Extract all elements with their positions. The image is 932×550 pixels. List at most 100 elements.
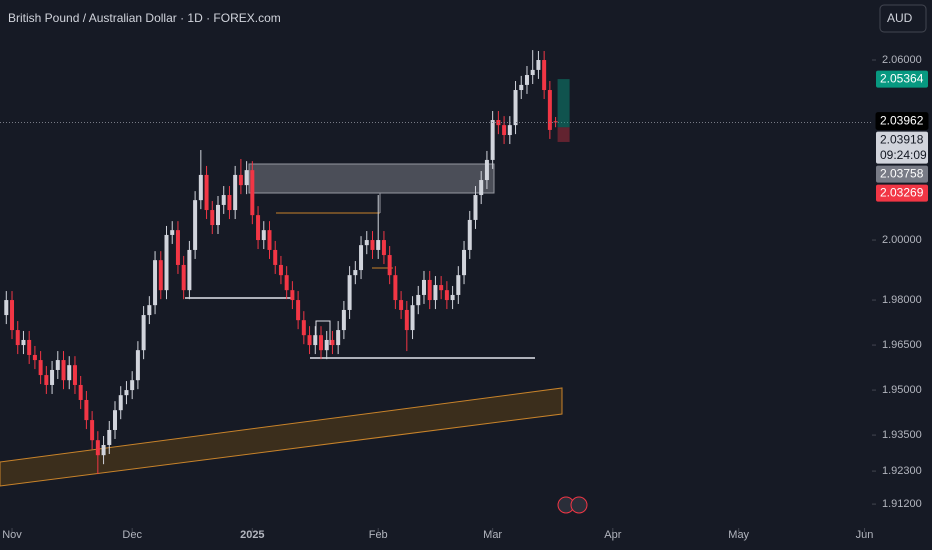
candle-body <box>10 300 15 331</box>
price-label-box <box>876 70 928 88</box>
currency-label[interactable]: AUD <box>887 11 913 25</box>
candle-body <box>336 330 341 346</box>
candle-body <box>284 275 289 291</box>
candle-body <box>84 399 89 421</box>
channel <box>0 387 563 487</box>
candle-body <box>547 90 552 130</box>
candle-body <box>364 240 369 246</box>
candle-body <box>347 275 352 310</box>
candle-body <box>530 69 535 76</box>
x-tick-label: Jun <box>856 529 874 541</box>
candle-body <box>44 375 49 385</box>
candle-body <box>175 230 180 265</box>
price-label-box <box>876 131 928 164</box>
x-tick-label: Mar <box>483 529 502 541</box>
candle-body <box>450 294 455 301</box>
candle-body <box>50 369 55 385</box>
zone-box <box>248 163 495 194</box>
y-tick-label: 2.00000 <box>882 234 922 246</box>
candle-body <box>410 305 415 331</box>
candle-body <box>72 365 77 385</box>
candle-body <box>256 215 261 241</box>
candle-body <box>90 420 95 441</box>
candle-body <box>484 159 489 181</box>
candle-body <box>467 219 472 250</box>
y-tick-label: 1.98000 <box>882 294 922 306</box>
candle-body <box>204 174 209 211</box>
candle-body <box>433 285 438 301</box>
candle-body <box>147 305 152 316</box>
event-icon[interactable] <box>570 496 588 514</box>
candle-body <box>444 290 449 301</box>
candle-body <box>387 255 392 276</box>
candle-body <box>296 300 301 321</box>
candle-body <box>113 410 118 430</box>
target-zone <box>557 79 570 128</box>
candle-body <box>330 339 335 346</box>
price-label-box <box>875 112 929 131</box>
candle-body <box>376 240 381 250</box>
candle-body <box>181 264 186 291</box>
candle-body <box>198 174 203 201</box>
x-tick-label: May <box>728 529 749 541</box>
candle-body <box>313 335 318 346</box>
candle-body <box>193 200 198 250</box>
candle-body <box>507 125 512 136</box>
y-tick-label: 1.96500 <box>882 339 922 351</box>
price-axis <box>872 0 932 550</box>
candle-body <box>524 75 529 85</box>
candle-body <box>124 390 129 396</box>
candle-body <box>61 360 66 381</box>
candle-body <box>227 195 232 211</box>
x-tick-label: 2025 <box>240 529 264 541</box>
candle-body <box>473 195 478 220</box>
candles <box>0 50 872 475</box>
candle-body <box>399 300 404 310</box>
candle-body <box>439 285 444 291</box>
candle-body <box>130 380 135 391</box>
candle-body <box>210 210 215 226</box>
candle-body <box>421 279 426 295</box>
x-tick-label: Apr <box>604 529 621 541</box>
y-tick-label: 1.91200 <box>882 498 922 510</box>
stop-zone <box>557 127 570 142</box>
candle-body <box>158 260 163 291</box>
price-label: 2.05364 <box>880 71 924 85</box>
y-tick-label: 1.92300 <box>882 465 922 477</box>
events[interactable] <box>557 496 588 514</box>
level-line <box>315 320 331 345</box>
candle-body <box>4 300 9 316</box>
candle-body <box>290 290 295 301</box>
x-tick-label: Feb <box>369 529 388 541</box>
candle-body <box>536 60 541 70</box>
candle-body <box>324 339 329 351</box>
price-label: 2.03269 <box>880 185 924 199</box>
candle-body <box>32 354 37 361</box>
candle-body <box>427 279 432 301</box>
candle-body <box>67 365 72 381</box>
price-label: 2.03962 <box>880 113 924 127</box>
candle-body <box>221 195 226 205</box>
candle-body <box>490 120 495 160</box>
price-label: 2.03758 <box>880 166 924 180</box>
candle-body <box>462 249 467 276</box>
candle-body <box>250 170 255 216</box>
candle-body <box>513 90 518 126</box>
countdown: 09:24:09 <box>880 148 927 162</box>
currency-button[interactable] <box>879 4 927 33</box>
y-tick-label: 2.06000 <box>882 54 922 66</box>
candle-body <box>187 249 192 291</box>
candle-body <box>479 180 484 196</box>
candle-body <box>27 339 32 355</box>
price-label: 2.03918 <box>880 132 924 146</box>
x-tick-label: Dec <box>122 529 142 541</box>
candle-body <box>359 245 364 271</box>
candle-body <box>55 360 60 370</box>
y-tick-label: 1.93500 <box>882 429 922 441</box>
candle-body <box>278 264 283 276</box>
x-tick-label: Nov <box>2 529 22 541</box>
candle-body <box>301 320 306 336</box>
candle-body <box>519 84 524 91</box>
